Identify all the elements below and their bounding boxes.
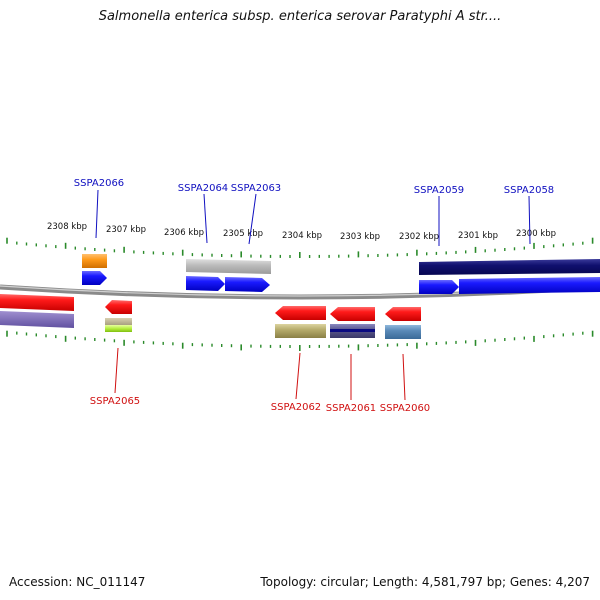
gene-label-sspa2058[interactable]: SSPA2058 — [504, 185, 554, 196]
callout-line-sspa2060 — [402, 353, 406, 401]
gene-label-sspa2061[interactable]: SSPA2061 — [326, 403, 376, 414]
tick-label-2306: 2306 kbp — [164, 228, 204, 238]
gene-sspa2063-arrow[interactable] — [225, 277, 270, 292]
accession-text: Accession: NC_011147 — [9, 575, 146, 589]
gene-sspa2065-feature-2[interactable] — [105, 325, 132, 332]
callout-line-sspa2064 — [203, 193, 208, 244]
tick-label-2304: 2304 kbp — [282, 231, 322, 241]
gene-label-sspa2062[interactable]: SSPA2062 — [271, 402, 321, 413]
gene-sspa2061-arrow[interactable] — [330, 307, 375, 321]
gene-sspa2058-arrow[interactable] — [459, 277, 600, 294]
tick-label-2300: 2300 kbp — [516, 229, 556, 239]
gene-label-sspa2065[interactable]: SSPA2065 — [90, 396, 140, 407]
gene-sspa2059-arrow[interactable] — [419, 280, 459, 294]
gene-sspa2059-feature[interactable] — [419, 259, 600, 275]
tick-label-2302: 2302 kbp — [399, 232, 439, 242]
callout-line-sspa2063 — [248, 193, 257, 245]
gene-sspa2064-arrow[interactable] — [186, 276, 225, 291]
gene-sspa2062-arrow[interactable] — [275, 306, 326, 320]
gene-sspa2066-arrow[interactable] — [82, 271, 107, 285]
tick-label-2308: 2308 kbp — [47, 222, 87, 232]
gene-label-sspa2059[interactable]: SSPA2059 — [414, 185, 464, 196]
gene-label-sspa2063[interactable]: SSPA2063 — [231, 183, 281, 194]
gene-label-sspa2064[interactable]: SSPA2064 — [178, 183, 228, 194]
tick-label-2305: 2305 kbp — [223, 229, 263, 239]
gene-left-feature[interactable] — [0, 311, 74, 328]
tick-label-2303: 2303 kbp — [340, 232, 380, 242]
gene-sspa2066-feature[interactable] — [82, 254, 107, 268]
topology-text: Topology: circular; Length: 4,581,797 bp… — [260, 575, 590, 589]
gene-sspa2060-arrow[interactable] — [385, 307, 421, 321]
gene-sspa2062-feature[interactable] — [275, 324, 326, 338]
callout-line-sspa2058 — [528, 195, 531, 245]
gene-sspa2064-feature[interactable] — [186, 259, 271, 274]
gene-sspa2061-band — [330, 329, 375, 332]
gene-sspa2060-feature[interactable] — [385, 325, 421, 339]
tick-label-2307: 2307 kbp — [106, 225, 146, 235]
callout-line-sspa2062 — [295, 352, 301, 400]
gene-label-sspa2060[interactable]: SSPA2060 — [380, 403, 430, 414]
gene-label-sspa2066[interactable]: SSPA2066 — [74, 178, 124, 189]
gene-left-red-arrow[interactable] — [0, 294, 74, 311]
gene-sspa2065-arrow[interactable] — [105, 300, 132, 314]
map-title: Salmonella enterica subsp. enterica sero… — [98, 9, 502, 24]
tick-label-2301: 2301 kbp — [458, 231, 498, 241]
callout-line-sspa2066 — [95, 189, 99, 239]
gene-sspa2065-feature[interactable] — [105, 318, 132, 325]
outer-tick-ring — [6, 237, 594, 258]
inner-tick-ring — [6, 330, 594, 351]
callout-line-sspa2065 — [114, 347, 119, 394]
